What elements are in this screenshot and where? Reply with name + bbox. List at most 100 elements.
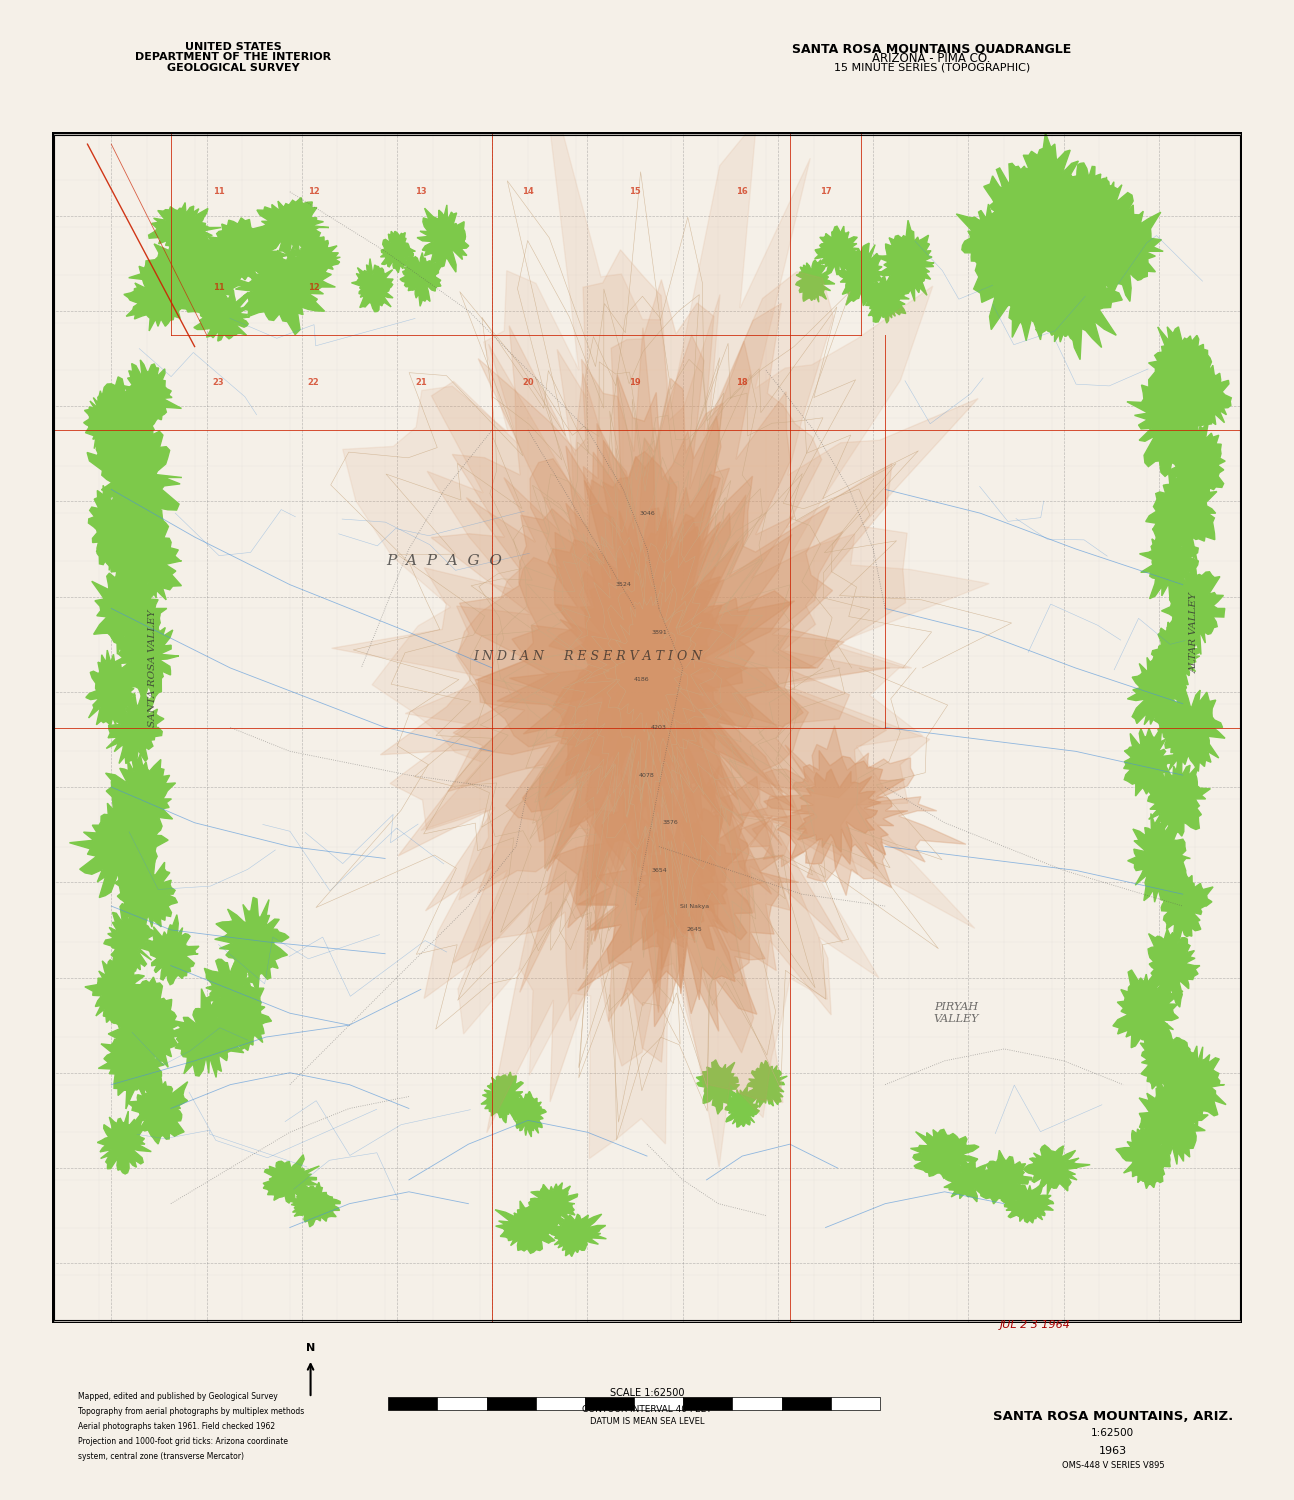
Polygon shape [961, 204, 1024, 273]
Polygon shape [400, 252, 443, 306]
Text: SANTA ROSA MOUNTAINS QUADRANGLE: SANTA ROSA MOUNTAINS QUADRANGLE [792, 42, 1071, 56]
Polygon shape [511, 1092, 546, 1137]
Text: 22: 22 [308, 378, 320, 387]
Text: P  A  P  A  G  O: P A P A G O [387, 554, 502, 568]
Polygon shape [529, 1182, 577, 1224]
Polygon shape [875, 220, 934, 302]
Text: 11: 11 [212, 188, 224, 196]
Polygon shape [289, 1182, 340, 1227]
Polygon shape [1002, 1184, 1053, 1222]
Polygon shape [1140, 1023, 1190, 1100]
Polygon shape [481, 1072, 529, 1124]
Polygon shape [1167, 1046, 1225, 1130]
Text: 3524: 3524 [615, 582, 631, 586]
Text: CONTOUR INTERVAL 40 FEET: CONTOUR INTERVAL 40 FEET [582, 1406, 712, 1414]
Text: OMS-448 V SERIES V895: OMS-448 V SERIES V895 [1061, 1461, 1165, 1470]
Polygon shape [459, 378, 832, 974]
Text: 3046: 3046 [639, 510, 655, 516]
Polygon shape [1024, 1144, 1090, 1196]
Text: 1:62500: 1:62500 [1091, 1428, 1135, 1438]
Polygon shape [1030, 214, 1122, 360]
Polygon shape [85, 376, 157, 484]
Text: DEPARTMENT OF THE INTERIOR: DEPARTMENT OF THE INTERIOR [135, 53, 331, 63]
Polygon shape [943, 1158, 1002, 1202]
Text: 17: 17 [820, 188, 831, 196]
Polygon shape [214, 980, 272, 1050]
Polygon shape [629, 620, 668, 710]
Text: 3891: 3891 [651, 630, 666, 634]
Polygon shape [97, 1112, 151, 1174]
Polygon shape [633, 808, 739, 993]
Text: 12: 12 [308, 282, 320, 291]
Polygon shape [996, 246, 1064, 327]
Polygon shape [291, 232, 340, 278]
Polygon shape [1127, 813, 1190, 901]
Polygon shape [647, 824, 716, 938]
Polygon shape [111, 609, 179, 700]
Text: GEOLOGICAL SURVEY: GEOLOGICAL SURVEY [167, 63, 299, 74]
Polygon shape [796, 260, 835, 302]
Polygon shape [792, 770, 881, 852]
Text: 20: 20 [523, 378, 533, 387]
Polygon shape [1145, 464, 1216, 561]
Polygon shape [982, 164, 1047, 244]
Polygon shape [96, 504, 181, 614]
Text: 16: 16 [736, 188, 748, 196]
Polygon shape [554, 724, 798, 1032]
Polygon shape [98, 1023, 164, 1108]
Polygon shape [497, 440, 795, 942]
Polygon shape [84, 390, 126, 448]
Polygon shape [1048, 174, 1143, 291]
Text: 4186: 4186 [633, 678, 648, 682]
Text: 15: 15 [629, 188, 641, 196]
Text: 13: 13 [415, 188, 427, 196]
Polygon shape [585, 540, 709, 788]
Polygon shape [202, 217, 289, 286]
Text: 1963: 1963 [1099, 1446, 1127, 1456]
Polygon shape [106, 741, 176, 855]
Polygon shape [85, 650, 137, 726]
Text: ALTAR VALLEY: ALTAR VALLEY [1190, 592, 1200, 672]
Text: 4203: 4203 [651, 724, 666, 730]
Text: PIRYAH
VALLEY: PIRYAH VALLEY [934, 1002, 980, 1025]
Polygon shape [417, 206, 468, 272]
Polygon shape [911, 1130, 980, 1180]
Text: 15 MINUTE SERIES (TOPOGRAPHIC): 15 MINUTE SERIES (TOPOGRAPHIC) [833, 63, 1030, 74]
Polygon shape [215, 897, 289, 995]
Polygon shape [448, 327, 850, 1022]
Polygon shape [956, 168, 1095, 340]
Text: 12: 12 [308, 188, 320, 196]
Polygon shape [1148, 928, 1200, 1007]
Polygon shape [88, 486, 151, 570]
Polygon shape [1140, 524, 1198, 602]
Polygon shape [1150, 621, 1201, 702]
Text: Aerial photographs taken 1961. Field checked 1962: Aerial photographs taken 1961. Field che… [78, 1422, 274, 1431]
Polygon shape [194, 290, 255, 340]
Text: system, central zone (transverse Mercator): system, central zone (transverse Mercato… [78, 1452, 243, 1461]
Text: I N D I A N     R E S E R V A T I O N: I N D I A N R E S E R V A T I O N [472, 650, 703, 663]
Polygon shape [1011, 134, 1088, 242]
Polygon shape [1149, 327, 1211, 410]
Polygon shape [496, 1197, 558, 1254]
Polygon shape [745, 1060, 787, 1107]
Text: 14: 14 [521, 188, 534, 196]
Polygon shape [1162, 556, 1225, 654]
Polygon shape [204, 958, 258, 1018]
Polygon shape [115, 856, 177, 932]
Polygon shape [380, 279, 892, 1062]
Polygon shape [863, 274, 910, 322]
Text: N: N [305, 1342, 316, 1353]
Polygon shape [352, 258, 393, 312]
Polygon shape [696, 1060, 739, 1114]
Polygon shape [1165, 420, 1225, 510]
Polygon shape [263, 1155, 320, 1203]
Polygon shape [380, 231, 415, 273]
Polygon shape [1148, 758, 1210, 839]
Polygon shape [839, 243, 884, 306]
Polygon shape [120, 360, 181, 430]
Text: Projection and 1000-foot grid ticks: Arizona coordinate: Projection and 1000-foot grid ticks: Ari… [78, 1437, 287, 1446]
Text: 19: 19 [629, 378, 641, 387]
Polygon shape [1035, 280, 1095, 342]
Polygon shape [1115, 1116, 1170, 1188]
Polygon shape [343, 46, 989, 1167]
